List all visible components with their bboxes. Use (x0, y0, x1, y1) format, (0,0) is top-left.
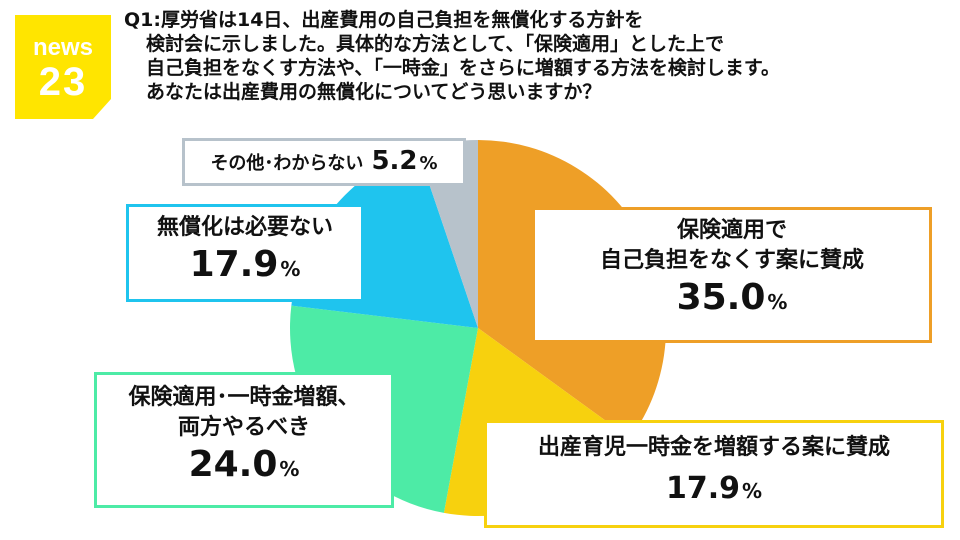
label-lump-sum-line-1: 出産育児一時金を増額する案に賛成 (537, 435, 890, 460)
label-other-dont-know: その他･わからない 5.2% (182, 138, 466, 186)
survey-question: Q1:厚労省は14日、出産費用の自己負担を無償化する方針を 検討会に示しました。… (124, 8, 944, 104)
question-line-1: Q1:厚労省は14日、出産費用の自己負担を無償化する方針を (124, 9, 644, 31)
news23-logo: news 23 (15, 15, 111, 119)
question-line-2: 検討会に示しました。具体的な方法として、「保険適用」とした上で (146, 33, 724, 55)
question-line-3: 自己負担をなくす方法や、「一時金」をさらに増額する方法を検討します。 (146, 57, 781, 79)
label-not-needed-line-1: 無償化は必要ない (156, 215, 333, 240)
label-both-line-2: 両方やるべき (177, 415, 310, 440)
value-both: 24.0% (188, 444, 300, 485)
label-both-measures: 保険適用･一時金増額、 両方やるべき 24.0% (94, 372, 394, 508)
label-not-needed: 無償化は必要ない 17.9% (126, 204, 364, 302)
logo-text-news: news (33, 34, 93, 61)
value-other: 5.2% (371, 146, 438, 176)
label-both-line-1: 保険適用･一時金増額、 (128, 385, 360, 410)
label-lump-sum-increase: 出産育児一時金を増額する案に賛成 17.9% (484, 420, 944, 528)
label-insurance-line-1: 保険適用で (676, 218, 787, 243)
logo-text-23: 23 (39, 60, 88, 104)
label-other-line-1: その他･わからない (210, 153, 364, 174)
label-insurance-coverage: 保険適用で 自己負担をなくす案に賛成 35.0% (532, 207, 932, 343)
value-lump-sum: 17.9% (665, 471, 763, 506)
label-insurance-line-2: 自己負担をなくす案に賛成 (599, 248, 864, 273)
slice-other (417, 140, 478, 328)
value-not-needed: 17.9% (189, 244, 301, 285)
value-insurance: 35.0% (676, 277, 788, 318)
logo-background (15, 15, 111, 119)
question-line-4: あなたは出産費用の無償化についてどう思いますか？ (146, 81, 602, 103)
